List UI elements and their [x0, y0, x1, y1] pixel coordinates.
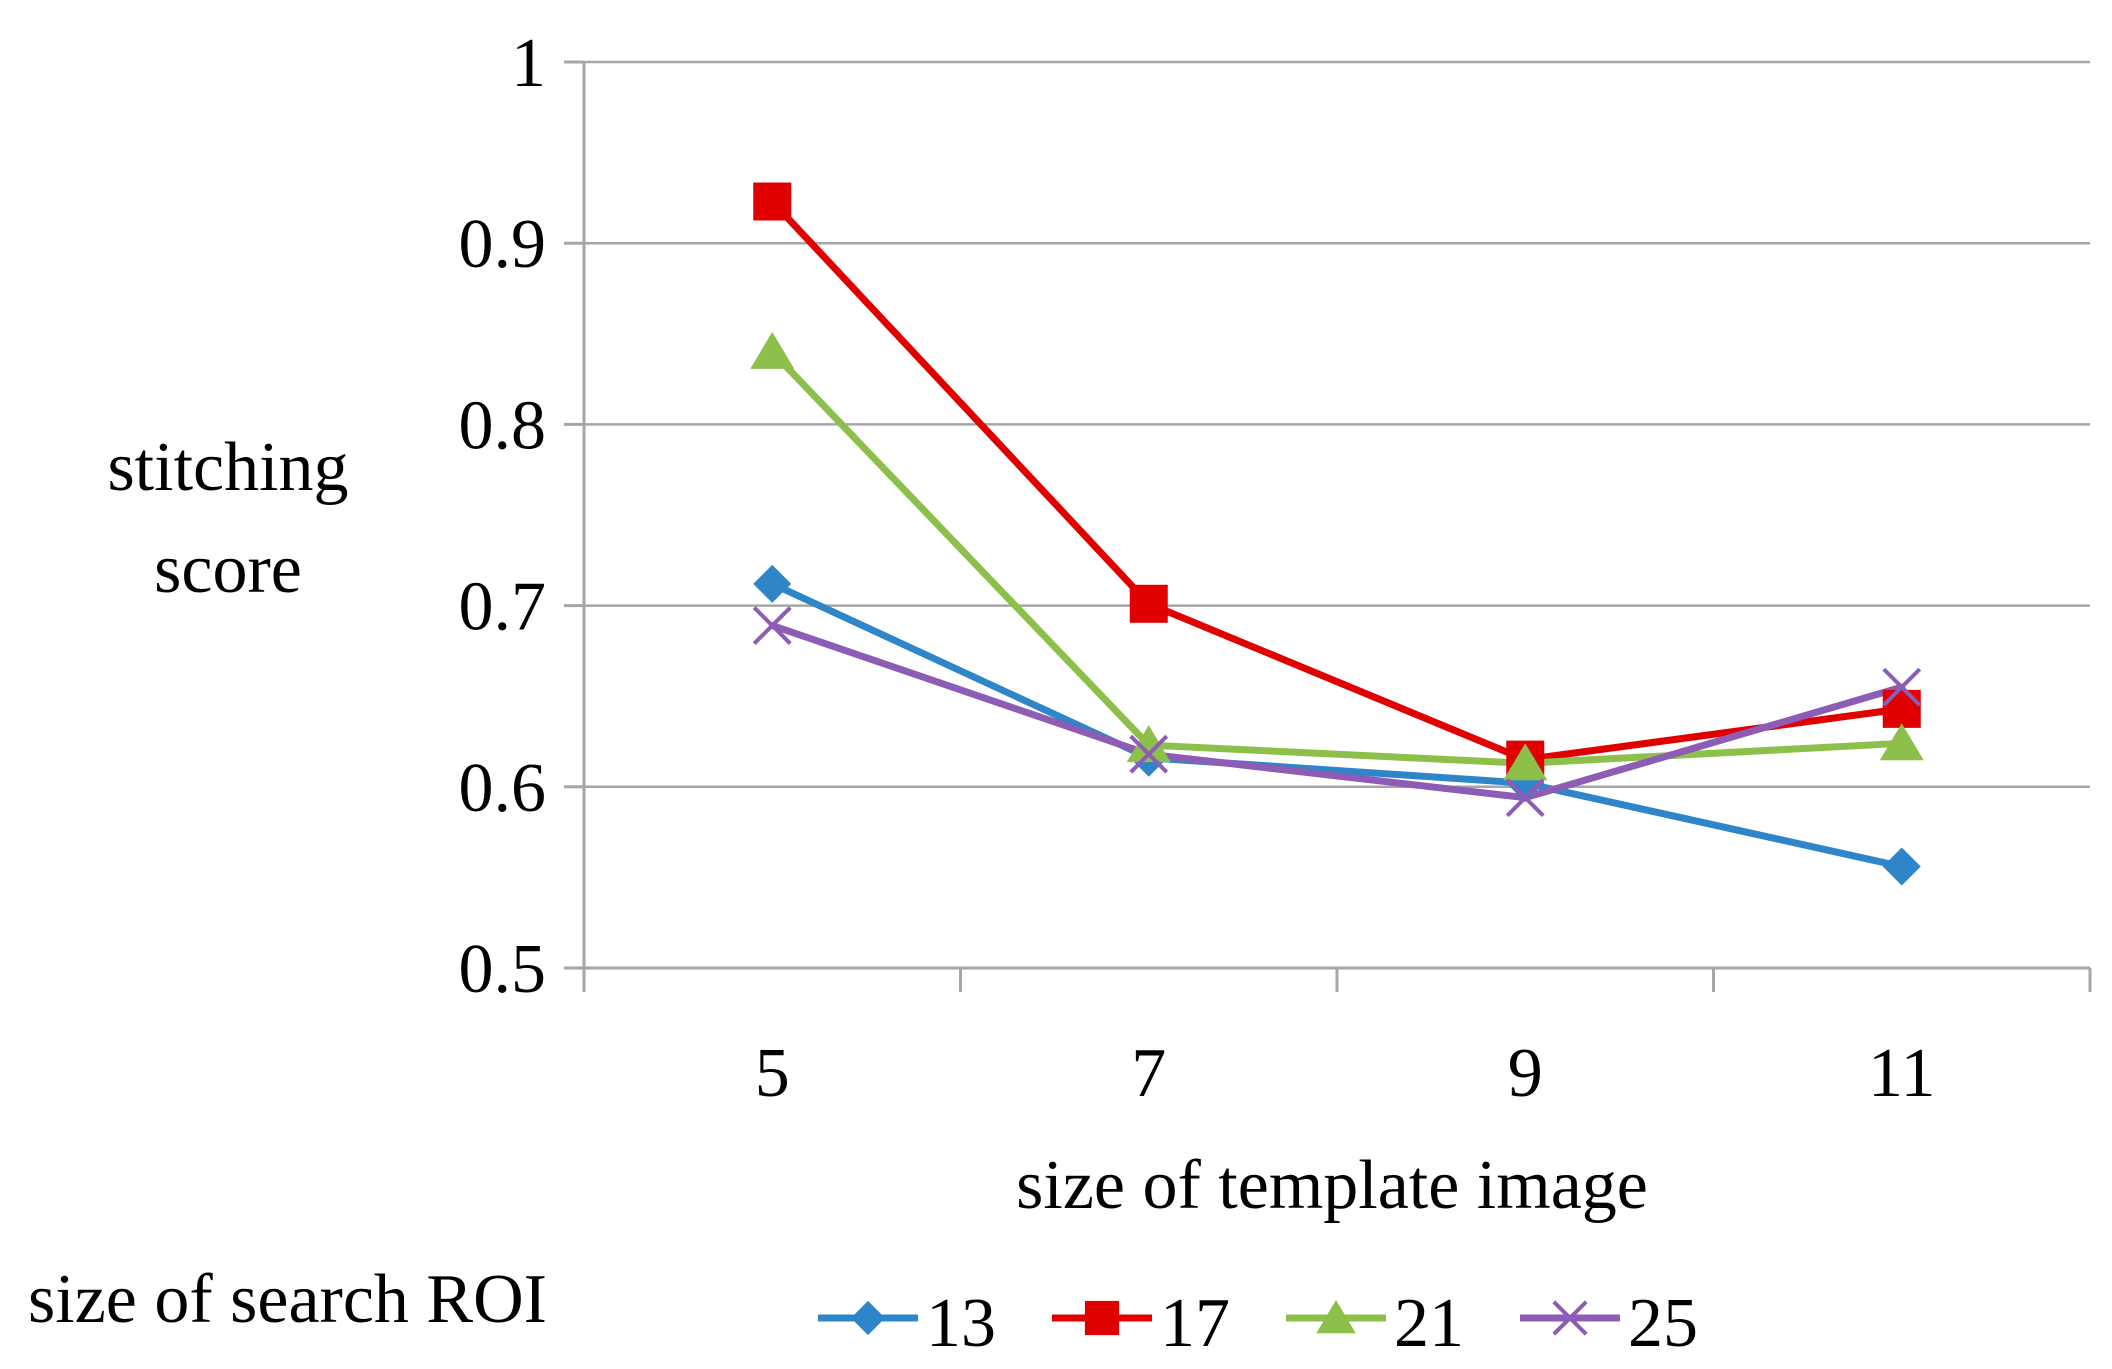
x-tick-11: 11 [1868, 1035, 1935, 1112]
y-tick-1: 1 [511, 25, 546, 102]
point-25-7-stroke-b [1129, 734, 1169, 774]
y-tick-0.5: 0.5 [459, 931, 547, 1008]
y-tick-labels: 0.5 0.6 0.7 0.8 0.9 1 [459, 25, 547, 1008]
x-axis-title: size of template image [1016, 1147, 1648, 1224]
legend-marker-17 [1084, 1300, 1120, 1336]
grid-lines [584, 60, 2090, 789]
series-line-21 [768, 348, 1906, 767]
x-tick-5: 5 [755, 1035, 790, 1112]
y-axis-title-line-1: stitching [107, 429, 348, 506]
x-tick-7: 7 [1131, 1035, 1166, 1112]
axes [564, 60, 2092, 992]
point-17-11 [1882, 689, 1921, 728]
legend-label-13: 13 [926, 1285, 996, 1362]
legend-label-17: 17 [1160, 1285, 1230, 1362]
legend-marker-13 [850, 1300, 886, 1336]
y-axis-title-line-2: score [154, 531, 302, 608]
legend-entry-13: 13 [818, 1285, 996, 1362]
x-tick-labels: 5 7 9 11 [755, 1035, 1936, 1112]
legend-entry-25: 25 [1520, 1285, 1698, 1362]
series-lines [768, 198, 1906, 871]
point-21-5 [750, 331, 795, 369]
legend-label-21: 21 [1394, 1285, 1464, 1362]
legend-label-25: 25 [1628, 1285, 1698, 1362]
series-line-17 [768, 198, 1906, 764]
point-25-9 [1505, 778, 1545, 818]
point-21-11 [1879, 723, 1924, 761]
y-tick-0.9: 0.9 [459, 206, 547, 283]
point-13-11 [1882, 847, 1921, 886]
x-tick-9: 9 [1508, 1035, 1543, 1112]
series-line-13 [768, 580, 1906, 871]
point-25-9-stroke-b [1505, 778, 1545, 818]
legend-marker-25-stroke-b [1552, 1300, 1588, 1336]
legend-entry-21: 21 [1286, 1285, 1464, 1362]
legend-marker-25 [1552, 1300, 1588, 1336]
legend-entry-17: 17 [1052, 1285, 1230, 1362]
y-tick-0.7: 0.7 [459, 569, 547, 646]
point-25-11 [1882, 667, 1922, 707]
legend-marker-21 [1316, 1300, 1356, 1334]
legend: 13 17 21 25 [818, 1285, 1698, 1362]
point-17-5 [753, 182, 792, 221]
legend-title: size of search ROI [28, 1261, 547, 1338]
point-21-9 [1503, 743, 1548, 781]
y-tick-0.8: 0.8 [459, 387, 547, 464]
point-13-5 [753, 564, 792, 603]
point-25-7 [1129, 734, 1169, 774]
point-25-5 [752, 606, 792, 645]
point-25-5-stroke-b [752, 606, 792, 645]
point-17-7 [1129, 584, 1168, 623]
y-tick-0.6: 0.6 [459, 750, 547, 827]
series-markers [750, 182, 1924, 886]
series-line-25 [768, 622, 1906, 802]
point-21-7 [1126, 725, 1171, 763]
point-25-11-stroke-b [1882, 667, 1922, 707]
